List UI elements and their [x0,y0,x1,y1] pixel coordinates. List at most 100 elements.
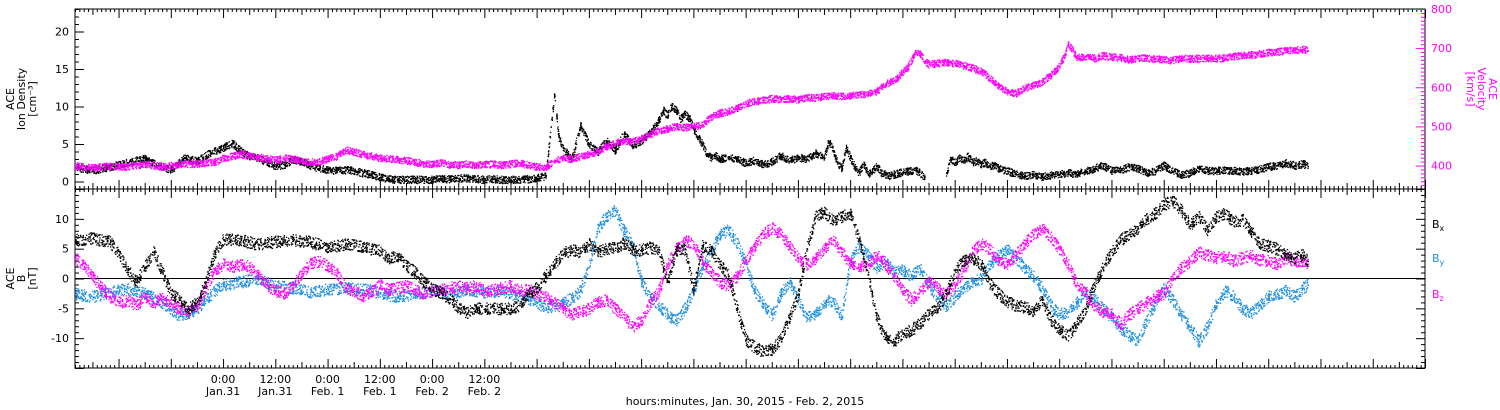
density-series-dot [286,164,289,166]
density-series-dot [237,146,239,148]
density-series-dot [314,168,316,170]
density-series-dot [758,163,760,165]
density-series-dot [399,181,401,184]
density-series-dot [351,172,354,175]
density-series-dot [200,155,203,158]
density-series-dot [273,162,276,164]
density-series-dot [484,179,486,181]
density-series-dot [377,178,380,181]
density-series-dot [607,137,609,140]
density-series-dot [213,149,216,151]
density-series-dot [554,100,557,102]
density-series-dot [659,117,662,119]
density-series-dot [676,107,678,109]
density-series-dot [166,171,169,173]
density-series-dot [240,147,243,149]
density-series-dot [280,167,282,169]
density-series-dot [347,170,350,172]
density-series-dot [443,177,446,179]
density-series-dot [757,162,759,165]
density-series-dot [391,182,394,184]
density-series-dot [522,178,525,180]
density-series-dot [308,167,311,170]
density-series-dot [192,155,194,158]
density-series-point [684,114,687,116]
density-series-dot [421,180,424,182]
density-series-dot [212,152,214,155]
density-series-dot [384,180,387,182]
density-series-dot [501,180,503,182]
density-series-dot [251,154,254,156]
density-series-dot [697,138,699,141]
density-series-dot [409,181,412,183]
density-series-dot [403,176,405,178]
density-series-dot [233,140,235,142]
density-series-dot [368,170,371,172]
density-series-dot [225,149,227,151]
density-series-dot [202,160,204,162]
density-series-dot [77,169,79,172]
density-series-dot [544,174,546,176]
density-series-dot [583,132,585,134]
density-series-dot [392,179,394,181]
density-series-dot [200,156,202,158]
density-series-dot [216,149,218,151]
density-series-dot [450,175,452,177]
density-series-dot [419,179,422,181]
density-series-dot [347,166,349,168]
density-series-dot [236,150,238,152]
density-series-dot [499,178,501,181]
density-series-dot [593,144,595,146]
density-series-dot [615,148,618,150]
density-series-dot [354,168,356,171]
density-series-dot [739,157,742,159]
density-series-dot [217,149,219,152]
density-series-dot [515,178,517,180]
density-series-dot [484,180,486,182]
density-series-point [362,172,365,175]
density-series-dot [737,160,739,162]
density-series-point [379,177,382,179]
density-series-dot [590,142,592,144]
density-series-dot [112,169,115,171]
density-series-dot [230,143,233,146]
density-series-dot [239,150,241,152]
density-series-dot [135,158,138,160]
density-series-point [671,105,674,107]
density-series-dot [410,182,413,184]
density-series-dot [482,176,485,179]
density-series-dot [711,156,713,158]
density-series-dot [511,182,513,184]
density-series-dot [142,159,144,161]
density-series-dot [468,175,470,177]
density-series-dot [455,180,458,182]
density-series-dot [445,178,447,181]
density-series-dot [408,182,411,184]
density-series-dot [234,148,236,151]
density-series-dot [196,159,198,162]
density-series-dot [660,114,663,116]
density-series-dot [377,177,379,180]
density-series-dot [218,151,220,154]
density-series-dot [113,166,115,168]
density-series-dot [224,143,226,145]
density-series-dot [615,151,617,154]
density-series-dot [185,155,188,157]
density-series-dot [699,138,701,141]
density-series-dot [132,160,134,162]
density-series-dot [224,146,227,148]
density-series-dot [306,166,308,168]
density-series-dot [152,160,154,162]
density-series-dot [572,152,574,154]
density-series-dot [205,151,207,154]
density-series-dot [146,156,148,159]
density-series-dot [121,165,123,167]
density-series-dot [337,166,339,169]
density-series-dot [326,168,329,170]
density-series-dot [321,169,324,171]
density-series-dot [224,149,226,151]
density-series-dot [696,137,699,140]
density-series-dot [234,146,236,148]
density-series-dot [430,181,432,183]
